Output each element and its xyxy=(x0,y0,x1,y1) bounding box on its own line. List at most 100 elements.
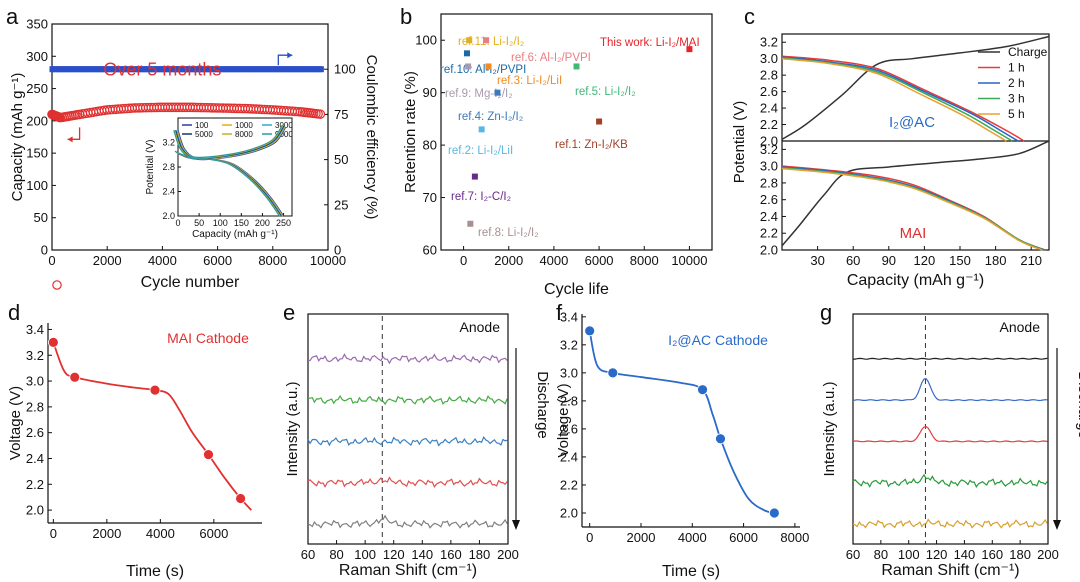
data-point xyxy=(573,63,580,70)
x-tick-label: 2000 xyxy=(494,253,523,268)
voltage-marker xyxy=(69,371,81,383)
axes-frame xyxy=(852,313,1049,545)
x-axis-label: Cycle number xyxy=(141,274,240,291)
raman-trace xyxy=(307,436,508,447)
y-tick-label: 2.8 xyxy=(26,399,44,414)
data-point xyxy=(465,63,472,70)
x-tick-label: 2000 xyxy=(92,526,121,541)
top-charge-curve xyxy=(781,35,1050,140)
panel-a: a0 2000 4000 6000 8000 1000005010015020025030… xyxy=(6,4,380,291)
y-axis-label: Intensity (a.u.) xyxy=(821,381,838,476)
data-point xyxy=(686,46,693,53)
y-axis-label: Voltage (V) xyxy=(7,386,24,460)
x-tick-label: 160 xyxy=(981,547,1003,562)
top-discharge-curve xyxy=(781,57,1013,142)
x-tick-label: 0 xyxy=(48,253,55,268)
legend-label: 3 h xyxy=(1008,92,1025,106)
top-discharge-curve xyxy=(781,56,1019,142)
y-right-tick-label: 100 xyxy=(334,62,356,77)
y-tick-label: 100 xyxy=(415,33,437,48)
y-axis-label: Potential (V) xyxy=(731,101,748,184)
annotation-text: Over 5 months xyxy=(103,60,221,80)
panel-d: d 0 2000 4000 6000 2.0 2.2 2.4 2.6 2.8 3.0 3.2 3.4 Ti… xyxy=(7,300,262,580)
y-tick-label: 2.8 xyxy=(560,393,578,408)
panel-c: c30 60 90 120 150 180 2102.02.02.22.22.42.42.6… xyxy=(731,4,1050,289)
y-right-tick-label: 75 xyxy=(334,107,348,122)
point-label: ref.3: Li-I₂/LiI xyxy=(497,75,562,87)
y-tick-label: 2.6 xyxy=(560,421,578,436)
y-tick-label: 2.4 xyxy=(560,449,578,464)
x-tick-label: 4000 xyxy=(678,530,707,545)
x-tick-label: 4000 xyxy=(539,253,568,268)
x-tick-label: 0 xyxy=(586,530,593,545)
x-tick-label: 210 xyxy=(1020,253,1042,268)
raman-trace xyxy=(852,518,1048,529)
axes-frame xyxy=(307,313,509,545)
inset-x-label: Capacity (mAh g⁻¹) xyxy=(192,229,278,240)
bottom-discharge-curve xyxy=(781,167,1043,251)
panel-letter: a xyxy=(6,4,19,29)
y-tick-label: 3.0 xyxy=(760,159,778,174)
point-label: ref.4: Zn-I₂/I₂ xyxy=(458,111,523,123)
y-tick-label: 2.0 xyxy=(26,503,44,518)
legend-label: 2 h xyxy=(1008,76,1025,90)
y-tick-label: 3.2 xyxy=(560,337,578,352)
y-tick-label: 2.0 xyxy=(560,505,578,520)
x-tick-label: 8000 xyxy=(630,253,659,268)
raman-trace xyxy=(853,357,1048,360)
point-label: ref.6: Al-I₂/PVPI xyxy=(511,52,591,64)
inset-legend-label: 5000 xyxy=(195,130,213,139)
voltage-marker xyxy=(768,507,780,519)
x-tick-label: 4000 xyxy=(148,253,177,268)
panel-letter: d xyxy=(8,300,20,325)
y-tick-label: 2.2 xyxy=(760,226,778,241)
y-tick-label: 100 xyxy=(26,178,48,193)
capacity-arrow-head xyxy=(67,136,73,143)
axes-frame xyxy=(781,33,1050,251)
data-point xyxy=(485,63,492,70)
point-label: ref.8: Li-I₂/I₂ xyxy=(478,227,539,239)
x-tick-label: 6000 xyxy=(585,253,614,268)
y-right-tick-label: 0 xyxy=(334,243,341,258)
discharge-arrow-head xyxy=(512,520,520,530)
y-tick-label: 150 xyxy=(26,146,48,161)
y-tick-label: 2.4 xyxy=(760,101,778,116)
x-axis-label: Capacity (mAh g⁻¹) xyxy=(847,272,984,289)
x-tick-label: 10000 xyxy=(310,253,346,268)
y-tick-label: 3.0 xyxy=(560,365,578,380)
y-axis-label: Retention rate (%) xyxy=(402,71,419,193)
point-label: ref.2: Li-I₂/LiI xyxy=(448,145,513,157)
panel-b: b 0 2000 4000 6000 8000 10000 60 70 80 90 100 Cycle … xyxy=(400,4,713,298)
inset-legend-label: 1000 xyxy=(235,121,253,130)
panel-title: MAI Cathode xyxy=(167,330,249,346)
x-tick-label: 100 xyxy=(354,547,376,562)
inset-legend-label: 3000 xyxy=(275,121,293,130)
y-tick-label: 3.4 xyxy=(26,322,44,337)
inset-legend-label: 8000 xyxy=(235,130,253,139)
axes-frame xyxy=(440,13,713,251)
x-tick-label: 80 xyxy=(874,547,888,562)
x-tick-label: 120 xyxy=(914,253,936,268)
voltage-marker xyxy=(715,433,726,445)
panel-letter: f xyxy=(556,300,563,325)
capacity-axis-arrow xyxy=(67,127,81,140)
data-point xyxy=(467,220,474,227)
x-tick-label: 160 xyxy=(440,547,462,562)
panel-letter: e xyxy=(283,300,295,325)
capacity-point xyxy=(52,280,62,290)
inset-y-label: Potential (V) xyxy=(145,139,156,194)
panel-f: f 0 2000 4000 6000 8000 2.0 2.2 2.4 2.6 2.8 3.0 3.2 3… xyxy=(555,300,809,580)
y-tick-label: 3.2 xyxy=(26,348,44,363)
inset-x-tick-label: 250 xyxy=(276,218,291,228)
x-axis-label: Time (s) xyxy=(662,563,720,580)
y-tick-label: 250 xyxy=(26,81,48,96)
voltage-marker xyxy=(584,325,596,337)
x-tick-label: 10000 xyxy=(671,253,707,268)
y-tick-label: 3.4 xyxy=(560,309,578,324)
y-tick-label: 2.2 xyxy=(26,477,44,492)
raman-trace xyxy=(852,425,1048,443)
point-label: ref.10: Al-I₂/PVPI xyxy=(440,64,526,76)
x-tick-label: 140 xyxy=(411,547,433,562)
y-tick-label: 80 xyxy=(423,138,437,153)
data-point xyxy=(471,173,478,180)
